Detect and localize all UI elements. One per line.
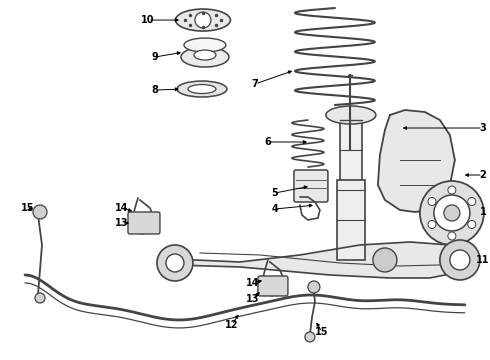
FancyBboxPatch shape	[258, 276, 288, 296]
Text: 13: 13	[246, 294, 260, 304]
Text: 15: 15	[315, 327, 329, 337]
Ellipse shape	[194, 50, 216, 60]
Circle shape	[448, 232, 456, 240]
Ellipse shape	[181, 47, 229, 67]
Text: 14: 14	[246, 278, 260, 288]
Circle shape	[35, 293, 45, 303]
Text: 15: 15	[21, 203, 35, 213]
Ellipse shape	[188, 85, 216, 94]
Bar	[340, 120, 362, 185]
Circle shape	[166, 254, 184, 272]
Text: 6: 6	[265, 137, 271, 147]
Circle shape	[434, 195, 470, 231]
Circle shape	[157, 245, 193, 281]
FancyBboxPatch shape	[294, 170, 328, 202]
Text: 4: 4	[271, 204, 278, 214]
Text: 14: 14	[115, 203, 129, 213]
Circle shape	[308, 281, 320, 293]
Text: 2: 2	[480, 170, 486, 180]
Text: 8: 8	[151, 85, 158, 95]
FancyBboxPatch shape	[128, 212, 160, 234]
Circle shape	[440, 240, 480, 280]
Polygon shape	[170, 242, 472, 278]
Polygon shape	[378, 110, 455, 212]
Circle shape	[33, 205, 47, 219]
Text: 9: 9	[151, 52, 158, 62]
Circle shape	[428, 220, 436, 229]
Circle shape	[448, 186, 456, 194]
Ellipse shape	[177, 81, 227, 97]
Circle shape	[373, 248, 397, 272]
Circle shape	[305, 332, 315, 342]
Circle shape	[195, 12, 211, 28]
Circle shape	[450, 250, 470, 270]
Ellipse shape	[326, 106, 376, 124]
Text: 12: 12	[225, 320, 239, 330]
Text: 5: 5	[271, 188, 278, 198]
Circle shape	[468, 220, 476, 229]
Circle shape	[428, 198, 436, 206]
Circle shape	[468, 198, 476, 206]
Bar	[337, 180, 365, 260]
Ellipse shape	[184, 38, 226, 52]
Ellipse shape	[175, 9, 230, 31]
Text: 13: 13	[115, 218, 129, 228]
Text: 10: 10	[141, 15, 155, 25]
Circle shape	[420, 181, 484, 245]
Text: 3: 3	[480, 123, 486, 133]
Text: 1: 1	[480, 207, 486, 217]
Circle shape	[444, 205, 460, 221]
Text: 7: 7	[251, 79, 258, 89]
Text: 11: 11	[476, 255, 490, 265]
